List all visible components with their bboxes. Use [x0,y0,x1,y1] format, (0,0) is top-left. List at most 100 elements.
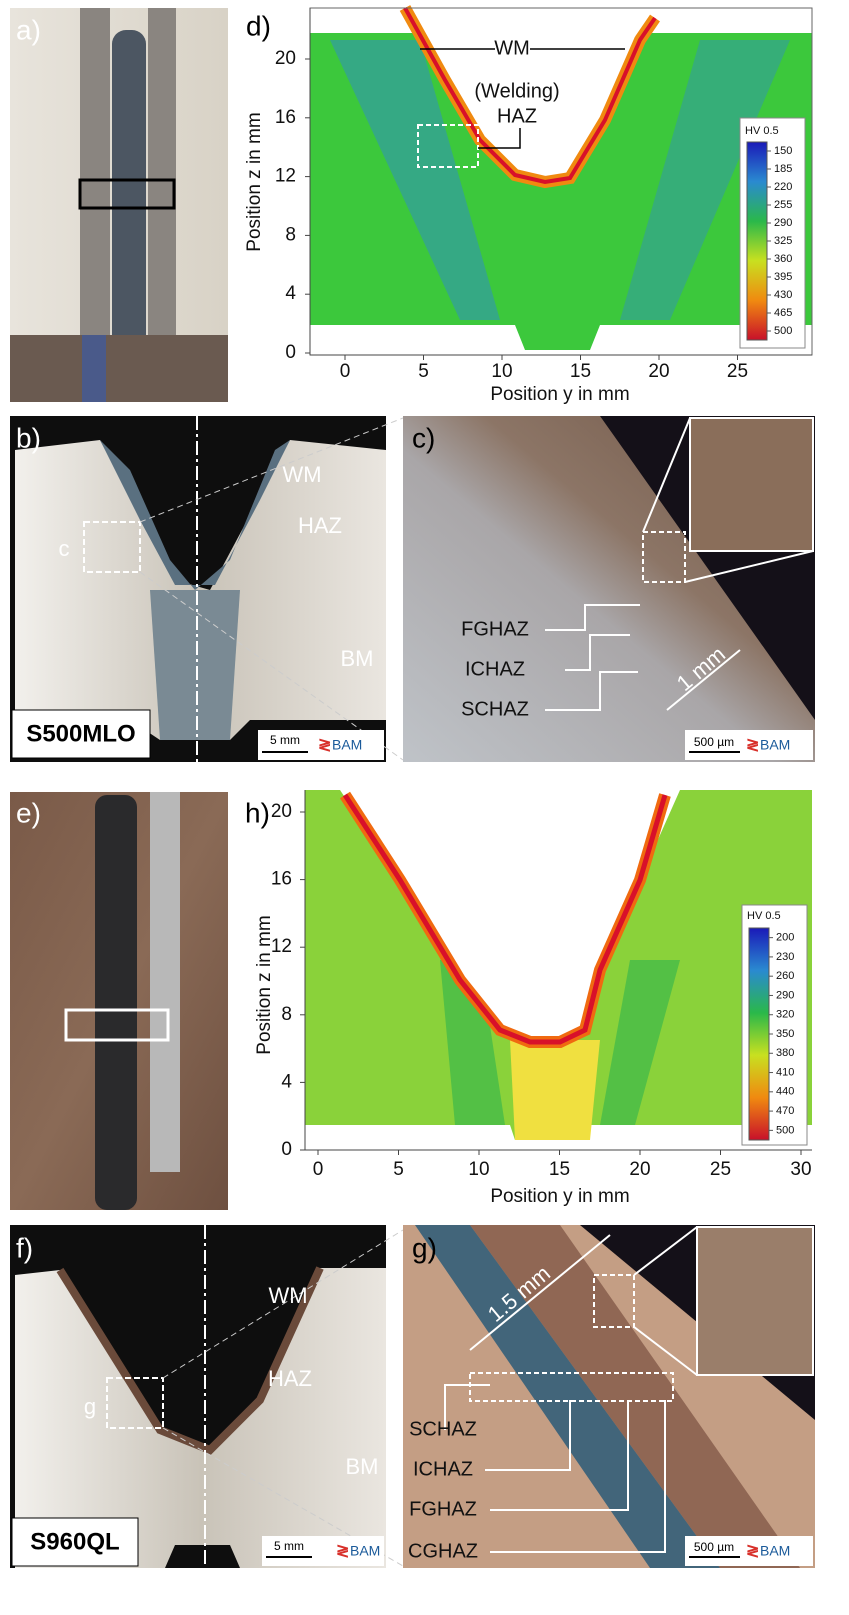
y-tick-label: 20 [275,48,296,69]
colorbar-label: 395 [774,271,792,283]
x-tick-label: 30 [790,1159,811,1180]
y-tick-label: 0 [285,342,296,363]
annotation: WM [282,462,321,487]
colorbar-label: 360 [774,253,792,265]
logo: BAM [760,737,790,753]
colorbar-label: 260 [776,970,794,982]
logo: BAM [350,1543,380,1559]
annotation: FGHAZ [461,618,529,640]
y-tick-label: 0 [281,1139,292,1160]
y-tick-label: 16 [275,107,296,128]
scale-bar: 500 µm [694,1540,734,1554]
annotation: HAZ [268,1366,312,1391]
colorbar-label: 440 [776,1086,794,1098]
scale-bar: 500 µm [694,735,734,749]
annotation: WM [268,1283,307,1308]
logo-mark: ≷ [746,737,759,754]
annotation: ICHAZ [413,1458,473,1480]
hardness-map-h: h) Position y in mm Position z in mm HV … [245,790,812,1207]
annotation: FGHAZ [409,1498,477,1520]
annotation: WM [494,37,530,59]
y-tick-label: 20 [271,801,292,822]
annotation: CGHAZ [408,1540,478,1562]
steel-label: S500MLO [26,720,135,747]
y-tick-label: 12 [275,166,296,187]
x-tick-label: 15 [549,1159,570,1180]
panel-label: a) [16,14,41,45]
colorbar-label: 200 [776,932,794,944]
y-tick-label: 4 [285,283,296,304]
colorbar-label: 500 [776,1124,794,1136]
x-tick-label: 5 [393,1159,404,1180]
colorbar-label: 465 [774,307,792,319]
x-axis-label: Position y in mm [490,1186,629,1207]
photo-g: SCHAZ ICHAZ FGHAZ CGHAZ 1.5 mm g) 500 µm… [403,1225,815,1568]
annotation: BM [346,1454,379,1479]
colorbar-label: 230 [776,951,794,963]
colorbar-label: 380 [776,1047,794,1059]
scale-bar: 5 mm [274,1539,304,1553]
y-tick-label: 8 [285,224,296,245]
annotation: (Welding) [474,80,559,102]
x-tick-label: 0 [340,361,351,382]
x-tick-label: 20 [629,1159,650,1180]
colorbar-label: 350 [776,1028,794,1040]
logo-mark: ≷ [336,1543,349,1560]
annotation: HAZ [497,105,537,127]
colorbar-label: 320 [776,1009,794,1021]
colorbar-title: HV 0.5 [747,910,781,922]
colorbar [747,142,767,340]
annotation: ICHAZ [465,658,525,680]
colorbar-label: 255 [774,199,792,211]
logo: BAM [760,1543,790,1559]
panel-label: f) [16,1232,33,1263]
colorbar-label: 410 [776,1066,794,1078]
figure: a) WM (Welding) HAZ d) Position y in mm … [0,0,849,1610]
hardness-map-d: WM (Welding) HAZ d) Position y in mm Pos… [244,8,812,405]
panel-label: g) [412,1232,437,1263]
x-tick-label: 15 [570,361,591,382]
annotation: SCHAZ [461,698,529,720]
annotation: g [84,1394,96,1419]
panel-label: h) [245,797,270,828]
x-tick-label: 10 [468,1159,489,1180]
scale-bar: 5 mm [270,733,300,747]
y-tick-label: 16 [271,869,292,890]
colorbar-label: 220 [774,181,792,193]
logo: BAM [332,737,362,753]
steel-label: S960QL [30,1528,119,1555]
logo-mark: ≷ [318,737,331,754]
colorbar-label: 290 [776,989,794,1001]
x-axis-label: Position y in mm [490,384,629,405]
colorbar-title: HV 0.5 [745,125,779,137]
colorbar-label: 430 [774,289,792,301]
colorbar-label: 150 [774,145,792,157]
annotation: c [59,536,70,561]
logo-mark: ≷ [746,1543,759,1560]
colorbar-label: 500 [774,325,792,337]
colorbar-label: 290 [774,217,792,229]
x-tick-label: 25 [727,361,748,382]
y-tick-label: 12 [271,936,292,957]
panel-label: b) [16,422,41,453]
annotation: SCHAZ [409,1418,477,1440]
photo-c: FGHAZ ICHAZ SCHAZ 1 mm c) 500 µm BAM ≷ [403,416,815,762]
photo-b: WM HAZ BM c b) S500MLO 5 mm BAM ≷ [10,416,403,762]
photo-a: a) [10,8,228,402]
photo-e: e) [10,792,228,1210]
x-tick-label: 5 [418,361,429,382]
annotation: HAZ [298,513,342,538]
panel-label: d) [246,10,271,41]
x-tick-label: 25 [710,1159,731,1180]
x-tick-label: 20 [648,361,669,382]
panel-label: e) [16,797,41,828]
colorbar [749,928,769,1140]
y-axis-label: Position z in mm [244,112,265,251]
colorbar-label: 325 [774,235,792,247]
photo-f: WM HAZ BM g f) S960QL 5 mm BAM ≷ [10,1225,403,1568]
y-tick-label: 4 [281,1071,292,1092]
panel-label: c) [412,422,435,453]
colorbar-label: 185 [774,163,792,175]
annotation: BM [341,646,374,671]
y-tick-label: 8 [281,1004,292,1025]
